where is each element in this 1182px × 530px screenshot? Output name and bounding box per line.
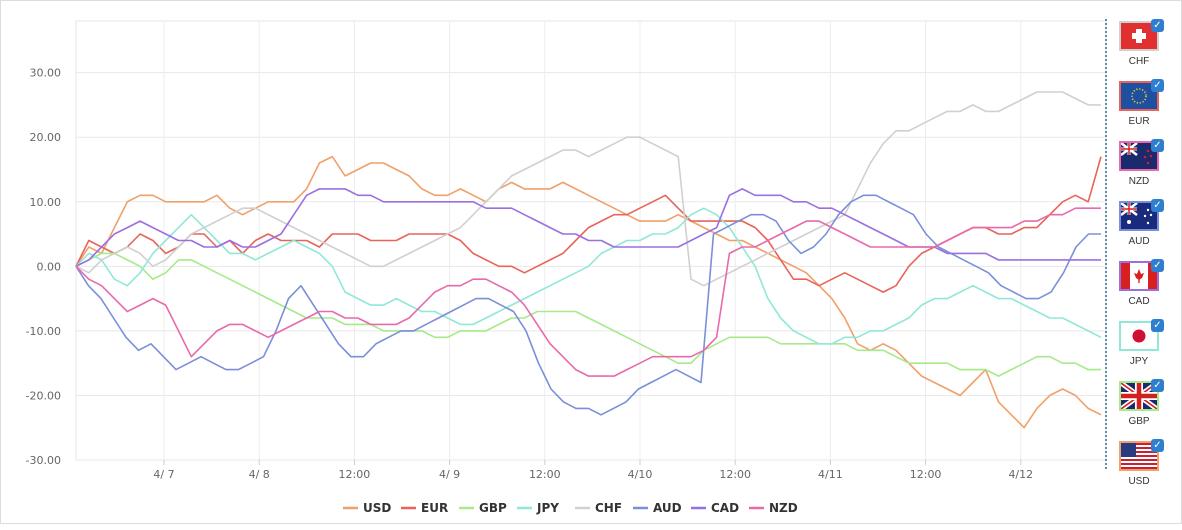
checkbox-checked-icon[interactable]: ✓	[1151, 379, 1164, 392]
x-tick-label: 12:00	[719, 468, 751, 481]
currency-toggle-gbp[interactable]: ✓ GBP	[1106, 379, 1176, 439]
currency-toggle-eur[interactable]: ✓ EUR	[1106, 79, 1176, 139]
currency-toggle-aud[interactable]: ✓ AUD	[1106, 199, 1176, 259]
legend-item-jpy[interactable]: JPY	[517, 501, 559, 515]
axes: 30.00 20.00 10.00 0.00 -10.00 -20.00 -30.00 4/ …	[26, 67, 1034, 481]
checkbox-checked-icon[interactable]: ✓	[1151, 79, 1164, 92]
swiss-flag-icon	[1119, 21, 1159, 51]
checkbox-checked-icon[interactable]: ✓	[1151, 199, 1164, 212]
y-tick-label: 0.00	[37, 260, 62, 273]
legend-item-cad[interactable]: CAD	[691, 501, 739, 515]
currency-toggle-jpy[interactable]: ✓ JPY	[1106, 319, 1176, 379]
x-tick-label: 4/ 7	[153, 468, 174, 481]
y-tick-label: 20.00	[30, 131, 62, 144]
series-line-eur	[75, 156, 1102, 293]
currency-label: NZD	[1128, 176, 1150, 187]
x-tick-label: 12:00	[910, 468, 942, 481]
series-line-aud	[75, 194, 1101, 416]
x-tick-label: 4/11	[818, 468, 843, 481]
series-lines	[75, 91, 1102, 429]
legend-item-nzd[interactable]: NZD	[749, 501, 798, 515]
legend-item-eur[interactable]: EUR	[401, 501, 448, 515]
usa-flag-icon	[1119, 441, 1159, 471]
x-tick-label: 4/10	[628, 468, 653, 481]
series-line-chf	[75, 91, 1101, 287]
currency-toggle-panel: ✓ CHF ✓ EUR ✓ NZD ✓ AUD	[1106, 19, 1176, 489]
legend-item-aud[interactable]: AUD	[633, 501, 682, 515]
japan-flag-icon	[1119, 321, 1159, 351]
currency-label: CAD	[1128, 296, 1150, 307]
x-tick-label: 12:00	[339, 468, 371, 481]
checkbox-checked-icon[interactable]: ✓	[1151, 319, 1164, 332]
currency-label: AUD	[1128, 236, 1150, 247]
legend-label: AUD	[653, 501, 682, 515]
currency-label: JPY	[1129, 356, 1149, 367]
y-tick-label: -30.00	[26, 454, 61, 467]
legend[interactable]: USD EUR GBP JPY CHF AUD CAD NZD	[343, 501, 798, 515]
y-tick-label: 10.00	[30, 196, 62, 209]
series-line-nzd	[75, 207, 1101, 377]
legend-label: GBP	[479, 501, 507, 515]
currency-toggle-cad[interactable]: ✓ CAD	[1106, 259, 1176, 319]
legend-label: JPY	[536, 501, 559, 515]
legend-item-usd[interactable]: USD	[343, 501, 391, 515]
currency-label: CHF	[1128, 56, 1150, 67]
legend-item-gbp[interactable]: GBP	[459, 501, 507, 515]
currency-toggle-usd[interactable]: ✓ USD	[1106, 439, 1176, 499]
x-tick-label: 4/ 8	[249, 468, 270, 481]
legend-label: CAD	[711, 501, 739, 515]
checkbox-checked-icon[interactable]: ✓	[1151, 439, 1164, 452]
checkbox-checked-icon[interactable]: ✓	[1151, 139, 1164, 152]
y-tick-label: -20.00	[26, 389, 61, 402]
series-line-usd	[75, 155, 1102, 429]
legend-item-chf[interactable]: CHF	[575, 501, 622, 515]
series-line-gbp	[75, 252, 1101, 377]
x-tick-label: 4/ 9	[439, 468, 460, 481]
y-tick-label: -10.00	[26, 325, 61, 338]
legend-label: USD	[363, 501, 391, 515]
y-tick-label: 30.00	[30, 67, 62, 80]
currency-toggle-nzd[interactable]: ✓ NZD	[1106, 139, 1176, 199]
legend-label: NZD	[769, 501, 798, 515]
x-tick-label: 12:00	[529, 468, 561, 481]
currency-label: EUR	[1128, 116, 1150, 127]
currency-label: GBP	[1128, 416, 1150, 427]
currency-toggle-chf[interactable]: ✓ CHF	[1106, 19, 1176, 79]
legend-label: EUR	[421, 501, 448, 515]
legend-label: CHF	[595, 501, 622, 515]
checkbox-checked-icon[interactable]: ✓	[1151, 259, 1164, 272]
checkbox-checked-icon[interactable]: ✓	[1151, 19, 1164, 32]
series-line-jpy	[75, 207, 1102, 345]
x-tick-label: 4/12	[1008, 468, 1033, 481]
currency-label: USD	[1128, 476, 1150, 487]
